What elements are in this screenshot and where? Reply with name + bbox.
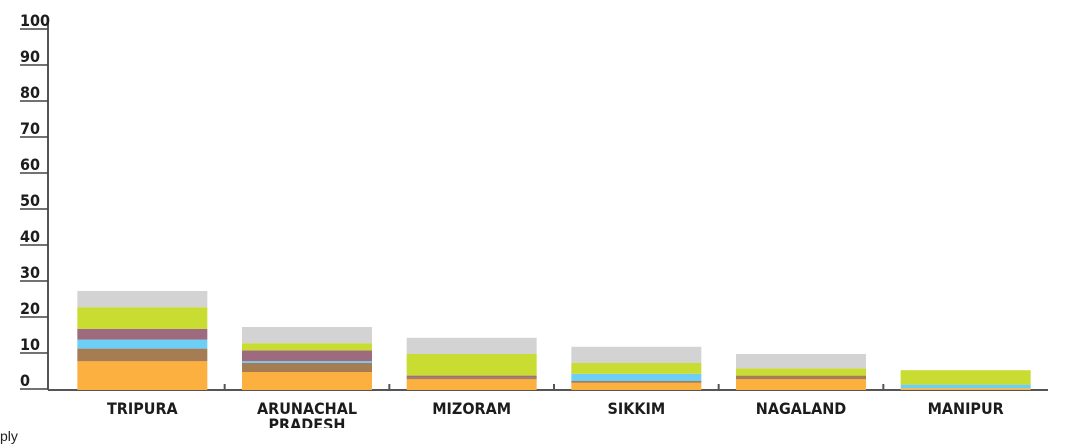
bar-segment [406,379,537,390]
bar-segment [736,379,866,390]
bar-segment [242,350,372,362]
y-tick-label: 30 [20,263,40,282]
y-tick-label: 70 [20,119,40,138]
bar-segment [571,363,702,374]
footnote-text: ply [0,428,18,444]
x-tick-label: MANIPUR [928,399,1004,418]
bar-segment [571,346,702,363]
bar-segment [736,368,866,376]
bar-segment [77,291,208,308]
bar-segment [77,361,208,390]
y-tick-label: 10 [20,335,40,354]
bar-segment [736,354,866,369]
y-tick-label: 40 [20,227,40,246]
bar-segment [77,339,208,349]
bar-segment [242,343,372,351]
bar-segment [77,307,208,329]
bar-segment [242,363,372,372]
y-tick-label: 60 [20,155,40,174]
y-tick-label: 0 [20,371,30,390]
bar-segment [242,327,372,344]
bar-segment [900,370,1031,385]
bar-segment [736,375,866,380]
y-axis: 0 10 20 30 40 50 60 70 80 90 100 [20,11,50,390]
bar-segment [571,382,702,390]
y-tick-label: 20 [20,299,40,318]
x-axis: TRIPURA ARUNACHAL PRADESH MIZORAM SIKKIM NAGA… [48,384,1048,428]
bar-segment [242,361,372,363]
bar-segment [242,372,372,390]
x-tick-label: NAGALAND [756,399,847,418]
y-tick-label: 90 [20,47,40,66]
y-tick-label: 80 [20,83,40,102]
bar-segment [406,354,537,376]
y-tick-label: 100 [20,11,50,30]
bar-segment [77,348,208,362]
bar-segment [406,337,537,354]
bar-segment [900,384,1031,389]
x-tick-label: SIKKIM [607,399,665,418]
x-tick-label: ARUNACHAL PRADESH [257,399,357,428]
y-tick-label: 50 [20,191,40,210]
stacked-bar-chart: 0 10 20 30 40 50 60 70 80 90 100 TRIPURA ARUNACHAL P… [20,11,1048,428]
bar-segment [406,377,537,380]
bars [77,291,1031,390]
bar-segment [406,375,537,378]
bar-segment [77,328,208,340]
bar-segment [900,388,1031,390]
x-tick-label: MIZORAM [432,399,511,418]
bar-segment [571,381,702,383]
bar-segment [571,373,702,381]
x-tick-label: TRIPURA [107,399,179,418]
